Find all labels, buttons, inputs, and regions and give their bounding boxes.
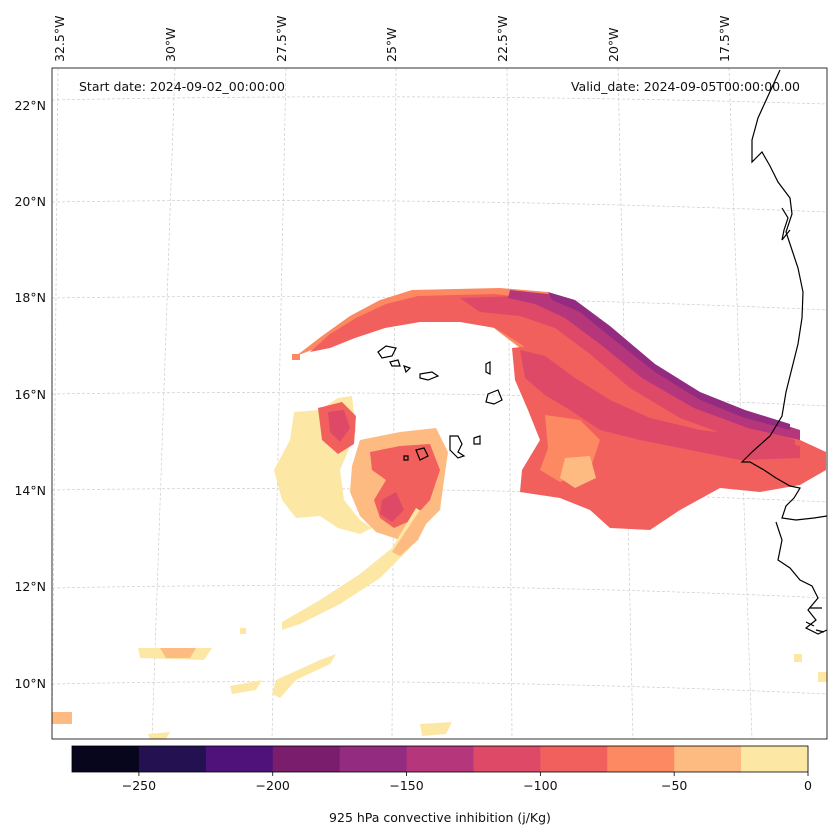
lat-tick-label: 16°N bbox=[14, 387, 46, 402]
cin-patch-s7 bbox=[818, 672, 827, 682]
start-date-label: Start date: 2024-09-02_00:00:00 bbox=[79, 79, 285, 94]
cin-contour-field bbox=[52, 288, 827, 739]
colorbar-segment bbox=[540, 746, 608, 772]
colorbar-segment bbox=[72, 746, 140, 772]
colorbar-label: 925 hPa convective inhibition (j/Kg) bbox=[329, 810, 551, 825]
colorbar bbox=[71, 745, 809, 773]
colorbar-tick-label: −250 bbox=[122, 778, 156, 793]
cin-patch-s5 bbox=[148, 732, 170, 739]
island-santo-antao bbox=[377, 345, 397, 359]
island-brava bbox=[403, 455, 409, 461]
colorbar-segment bbox=[339, 746, 408, 772]
island-sal bbox=[485, 361, 491, 375]
island-santa-luzia bbox=[403, 365, 412, 374]
colorbar-segment bbox=[607, 746, 675, 772]
colorbar-segment bbox=[272, 746, 341, 772]
cin-patch-s6 bbox=[794, 654, 802, 662]
colorbar-segment bbox=[205, 746, 274, 772]
colorbar-segment bbox=[473, 746, 541, 772]
valid-date-label: Valid_date: 2024-09-05T00:00:00.00 bbox=[571, 79, 800, 94]
cin-arc-darkest bbox=[508, 290, 800, 440]
lon-tick-label: 25°W bbox=[384, 27, 399, 62]
cin-patch-s1 bbox=[230, 680, 262, 694]
canary-cape-blanc bbox=[781, 207, 791, 241]
latitude-labels: 22°N 20°N 18°N 16°N 14°N 12°N 10°N bbox=[14, 98, 46, 691]
colorbar-ticks: −250 −200 −150 −100 −50 0 bbox=[122, 772, 812, 793]
map-gridlines bbox=[52, 68, 827, 739]
colorbar-tick-label: 0 bbox=[804, 778, 812, 793]
cin-arc-band bbox=[310, 294, 826, 470]
colorbar-tick-label: −50 bbox=[661, 778, 687, 793]
lon-tick-label: 17.5°W bbox=[717, 16, 732, 62]
lon-tick-label: 27.5°W bbox=[274, 16, 289, 62]
island-maio bbox=[473, 435, 481, 445]
lon-tick-label: 30°W bbox=[163, 27, 178, 62]
lon-tick-label: 32.5°W bbox=[52, 16, 67, 62]
cin-patch-n1 bbox=[292, 354, 300, 360]
cin-patch-sw-core bbox=[160, 648, 196, 658]
cin-east-band-core bbox=[520, 350, 800, 460]
island-santiago bbox=[449, 435, 466, 459]
gambia-coast bbox=[775, 521, 827, 635]
island-fogo bbox=[415, 447, 429, 461]
lat-tick-label: 20°N bbox=[14, 194, 46, 209]
lon-tick-label: 22.5°W bbox=[495, 16, 510, 62]
lat-tick-label: 10°N bbox=[14, 676, 46, 691]
island-sao-nicolau bbox=[419, 371, 440, 381]
cin-patch-s2 bbox=[272, 654, 336, 698]
cin-east-band-weak bbox=[560, 456, 596, 488]
cin-spiral-north-core bbox=[328, 410, 350, 442]
colorbar-tick-label: −150 bbox=[389, 778, 423, 793]
map-frame bbox=[51, 67, 828, 740]
cin-patch-s8 bbox=[240, 628, 246, 634]
cin-spiral-ring-deep bbox=[380, 492, 404, 522]
island-boa-vista bbox=[485, 389, 503, 405]
cin-patch-s3 bbox=[52, 712, 72, 724]
colorbar-segment bbox=[406, 746, 474, 772]
colorbar-segment bbox=[138, 746, 207, 772]
colorbar-border bbox=[71, 745, 809, 773]
lat-tick-label: 12°N bbox=[14, 579, 46, 594]
longitude-labels: 32.5°W 30°W 27.5°W 25°W 22.5°W 20°W 17.5°W bbox=[52, 16, 732, 62]
cin-spiral-tail bbox=[282, 508, 426, 630]
lat-tick-label: 22°N bbox=[14, 98, 46, 113]
bijagos-islands bbox=[805, 607, 825, 633]
colorbar-tick-label: −100 bbox=[523, 778, 557, 793]
colorbar-segment bbox=[674, 746, 742, 772]
island-sao-vicente bbox=[389, 359, 401, 367]
cin-spiral-tail-edge bbox=[392, 510, 430, 556]
africa-coastline bbox=[740, 69, 827, 521]
lon-tick-label: 20°W bbox=[606, 27, 621, 62]
cin-arc-deepest bbox=[548, 292, 790, 430]
colorbar-tick-label: −200 bbox=[256, 778, 290, 793]
coastlines bbox=[377, 69, 827, 635]
lat-tick-label: 14°N bbox=[14, 483, 46, 498]
colorbar-segment bbox=[741, 746, 809, 772]
cin-patch-s4 bbox=[420, 722, 452, 736]
lat-tick-label: 18°N bbox=[14, 290, 46, 305]
